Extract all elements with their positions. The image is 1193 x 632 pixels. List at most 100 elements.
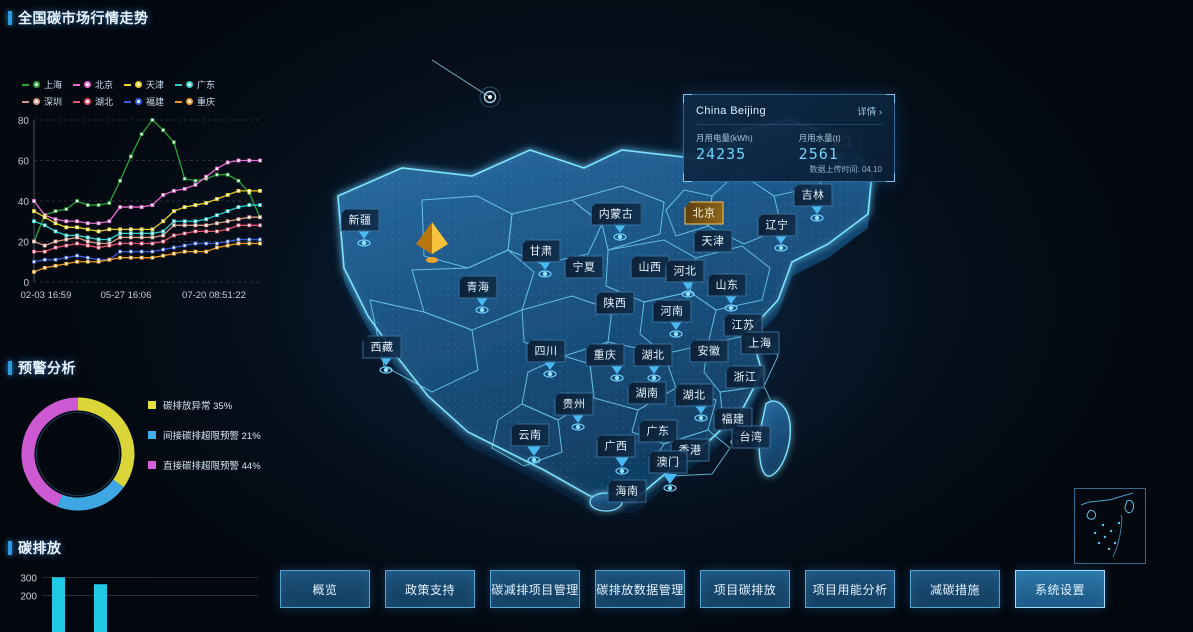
nav-button-项目用能分析[interactable]: 项目用能分析 [805, 570, 895, 608]
legend-item-湖北[interactable]: 湖北 [73, 95, 113, 108]
map-label-湖南[interactable]: 湖南 [627, 381, 667, 405]
map-label-贵州[interactable]: 贵州 [554, 392, 594, 416]
legend-line [124, 83, 132, 86]
map-label-河北[interactable]: 河北 [665, 259, 705, 283]
warning-analysis-panel: 预警分析 碳排放异常 35% 间接碳排超限预警 21% 直接碳排超限预警 44% [8, 358, 268, 529]
svg-text:05-27 16:06: 05-27 16:06 [101, 290, 152, 301]
map-label-北京[interactable]: 北京 [684, 201, 724, 225]
market-trend-legend[interactable]: 上海 北京 天津 广东深圳 湖北 福建 重庆 [8, 78, 248, 108]
warning-legend[interactable]: 碳排放异常 35% 间接碳排超限预警 21% 直接碳排超限预警 44% [148, 398, 261, 472]
map-label-江苏[interactable]: 江苏 [723, 313, 763, 337]
map-label-山西[interactable]: 山西 [630, 255, 670, 279]
legend-item-广东[interactable]: 广东 [175, 78, 215, 91]
corner-decoration [683, 94, 692, 103]
title-accent-bar [8, 11, 12, 25]
nav-button-概览[interactable]: 概览 [280, 570, 370, 608]
map-label-湖北[interactable]: 湖北 [633, 343, 673, 367]
map-label-香港[interactable]: 香港 [670, 438, 710, 462]
legend-line [73, 83, 81, 86]
legend-dot [135, 98, 143, 105]
beijing-marker [416, 222, 448, 263]
legend-label: 间接碳排超限预警 21% [163, 431, 261, 442]
legend-dot [135, 81, 143, 88]
map-label-澳门[interactable]: 澳门 [648, 450, 688, 474]
market-trend-panel: 全国碳市场行情走势 上海 北京 天津 广东 深圳 湖北 福建 重庆 0 20 40 60 80 02-0… [8, 8, 266, 308]
nav-button-碳排放数据管理[interactable]: 碳排放数据管理 [595, 570, 685, 608]
china-map[interactable]: 新疆内蒙古黑龙江吉林辽宁北京天津甘肃宁夏山西河北青海山东陕西河南江苏上海西藏四川… [272, 0, 1146, 632]
carbon-emission-panel: 碳排放 200 300 [8, 538, 272, 632]
nav-button-项目碳排放[interactable]: 项目碳排放 [700, 570, 790, 608]
map-label-甘肃[interactable]: 甘肃 [521, 239, 561, 263]
panel-title-emission: 碳排放 [8, 538, 272, 558]
legend-dot [33, 81, 40, 88]
warning-legend-item[interactable]: 间接碳排超限预警 21% [148, 428, 261, 442]
legend-dot [84, 81, 92, 88]
legend-swatch [148, 431, 156, 439]
legend-item-福建[interactable]: 福建 [124, 95, 164, 108]
bottom-navigation[interactable]: 概览 政策支持 碳减排项目管理 碳排放数据管理 项目碳排放 项目用能分析 减碳措施 系统设置 [280, 570, 1105, 608]
map-label-西藏[interactable]: 西藏 [362, 335, 402, 359]
map-label-云南[interactable]: 云南 [510, 423, 550, 447]
tooltip-details-link[interactable]: 详情 › [857, 107, 882, 118]
map-label-辽宁[interactable]: 辽宁 [757, 213, 797, 237]
legend-item-北京[interactable]: 北京 [73, 78, 113, 91]
map-label-河南[interactable]: 河南 [652, 299, 692, 323]
metric-label: 月用电量(kWh) [696, 133, 753, 143]
map-label-重庆[interactable]: 重庆 [585, 343, 625, 367]
tooltip-title: China Beijing [696, 105, 767, 117]
svg-text:20: 20 [18, 238, 30, 249]
legend-item-天津[interactable]: 天津 [124, 78, 164, 91]
nav-button-碳减排项目管理[interactable]: 碳减排项目管理 [490, 570, 580, 608]
map-label-内蒙古[interactable]: 内蒙古 [590, 202, 642, 226]
metric-value: 2561 [798, 145, 839, 163]
map-label-浙江[interactable]: 浙江 [725, 365, 765, 389]
nav-button-政策支持[interactable]: 政策支持 [385, 570, 475, 608]
legend-label: 北京 [95, 80, 114, 90]
carbon-emission-bar-chart: 200 300 [20, 573, 258, 632]
map-label-湖北[interactable]: 湖北 [674, 383, 714, 407]
legend-label: 福建 [146, 97, 165, 107]
map-label-天津[interactable]: 天津 [693, 229, 733, 253]
map-label-青海[interactable]: 青海 [458, 275, 498, 299]
legend-item-深圳[interactable]: 深圳 [22, 95, 62, 108]
south-china-sea-inset [1074, 488, 1146, 564]
map-label-安徽[interactable]: 安徽 [689, 339, 729, 363]
map-label-广西[interactable]: 广西 [596, 434, 636, 458]
legend-label: 广东 [197, 80, 216, 90]
map-label-四川[interactable]: 四川 [526, 339, 566, 363]
panel-title-warning: 预警分析 [8, 358, 268, 378]
legend-line [22, 100, 29, 103]
legend-label: 天津 [146, 80, 165, 90]
warning-legend-item[interactable]: 碳排放异常 35% [148, 398, 261, 412]
corner-decoration [683, 173, 692, 182]
map-label-福建[interactable]: 福建 [713, 407, 753, 431]
map-tooltip[interactable]: China Beijing 详情 › 月用电量(kWh) 24235 月用水量(… [683, 94, 895, 182]
legend-item-重庆[interactable]: 重庆 [175, 95, 215, 108]
map-label-宁夏[interactable]: 宁夏 [564, 255, 604, 279]
map-label-海南[interactable]: 海南 [607, 479, 647, 503]
tooltip-upload-time: 数据上传时间: 04.10 [809, 165, 882, 174]
map-label-陕西[interactable]: 陕西 [595, 291, 635, 315]
metric-label: 月用水量(t) [798, 133, 841, 143]
legend-line [175, 100, 183, 103]
title-accent-bar [8, 361, 12, 375]
map-label-山东[interactable]: 山东 [707, 273, 747, 297]
svg-text:80: 80 [18, 116, 30, 127]
tooltip-metric-electricity: 月用电量(kWh) 24235 [696, 132, 753, 163]
svg-text:0: 0 [23, 278, 29, 289]
map-label-上海[interactable]: 上海 [740, 331, 780, 355]
map-label-广东[interactable]: 广东 [638, 419, 678, 443]
nav-button-减碳措施[interactable]: 减碳措施 [910, 570, 1000, 608]
legend-item-上海[interactable]: 上海 [22, 78, 62, 91]
svg-text:40: 40 [18, 197, 30, 208]
map-label-吉林[interactable]: 吉林 [793, 183, 833, 207]
warning-legend-item[interactable]: 直接碳排超限预警 44% [148, 458, 261, 472]
map-label-新疆[interactable]: 新疆 [340, 208, 380, 232]
legend-label: 直接碳排超限预警 44% [163, 461, 261, 472]
left-column: 全国碳市场行情走势 上海 北京 天津 广东 深圳 湖北 福建 重庆 0 20 40 60 80 02-0… [0, 0, 272, 632]
map-label-台湾[interactable]: 台湾 [731, 425, 771, 449]
svg-text:300: 300 [20, 573, 37, 584]
svg-text:60: 60 [18, 157, 30, 168]
market-trend-chart: 0 20 40 60 80 02-03 16:59 05-27 16:06 07-20 08:… [18, 116, 262, 301]
nav-button-系统设置[interactable]: 系统设置 [1015, 570, 1105, 608]
